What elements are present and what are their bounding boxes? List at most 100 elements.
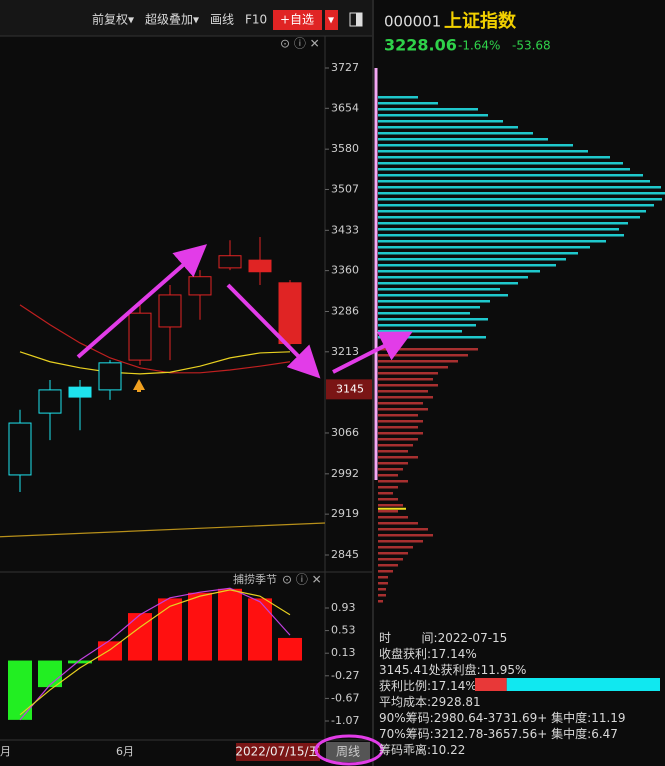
candle-body <box>98 362 122 391</box>
info-label: 时 间: <box>379 631 438 645</box>
y-tick-label: 2845 <box>331 548 359 561</box>
chip-bar <box>378 222 628 225</box>
candle-body <box>68 386 92 398</box>
chip-bar <box>378 102 438 105</box>
arrow <box>226 283 321 379</box>
chip-bar <box>378 522 418 525</box>
candle-body <box>128 312 152 361</box>
toolbar-item[interactable]: 超级叠加▾ <box>145 12 199 27</box>
quote-name: 上证指数 <box>444 10 517 32</box>
chip-bar <box>378 150 588 153</box>
toolbar-item[interactable]: 画线 <box>210 13 234 27</box>
chip-bar <box>378 510 398 513</box>
chip-bar <box>378 258 566 261</box>
cursor-price: 3145 <box>336 382 364 395</box>
add-button[interactable]: +自选 <box>280 13 314 27</box>
x-label: 月 <box>0 745 11 758</box>
pane-icons[interactable]: ⊙ ⓘ ✕ <box>280 37 320 51</box>
y-tick-label: 3286 <box>331 305 359 318</box>
candle-body <box>38 389 62 414</box>
indicator-bar <box>68 660 92 664</box>
y-tick-label: -1.07 <box>331 714 359 727</box>
indicator-bar <box>38 660 62 688</box>
chip-bar <box>378 228 619 231</box>
chip-bar <box>378 174 643 177</box>
info-label: 筹码乖离: <box>379 742 431 757</box>
y-tick-label: 3580 <box>331 142 359 155</box>
quote-change-pct: -1.64% <box>458 39 500 53</box>
y-tick-label: 2919 <box>331 507 359 520</box>
chip-bar <box>378 138 548 141</box>
chip-bar <box>378 294 508 297</box>
chip-bar <box>378 276 528 279</box>
chip-bar <box>378 348 478 351</box>
chip-bar <box>378 402 423 405</box>
indicator-bar <box>98 641 122 661</box>
quote-code: 000001 <box>384 13 441 31</box>
toolbar-item[interactable]: F10 <box>245 13 267 27</box>
chip-bar <box>378 558 403 561</box>
y-tick-label: 0.93 <box>331 601 356 614</box>
indicator-bar <box>188 592 212 661</box>
chip-bar <box>378 528 428 531</box>
chip-bar <box>378 330 462 333</box>
y-tick-label: -0.67 <box>331 691 359 704</box>
chip-bar <box>378 504 403 507</box>
chip-bar <box>378 408 428 411</box>
quote-price: 3228.06 <box>384 36 457 55</box>
chip-bar <box>378 594 386 597</box>
chip-bar <box>378 582 388 585</box>
add-button-bg[interactable] <box>273 10 322 30</box>
chip-bar <box>378 252 578 255</box>
info-label: 收盘获利: <box>379 646 431 661</box>
chip-bar <box>378 420 423 423</box>
info-value: 2980.64-3731.69+ 集中度:11.19 <box>434 710 626 725</box>
marks: 3727 3654 3580 3507 3433 3360 3286 3213 3066 2992… <box>0 61 665 757</box>
chip-bar <box>378 120 503 123</box>
chip-bar <box>378 492 393 495</box>
chip-bar <box>378 216 640 219</box>
chip-bar <box>378 552 408 555</box>
chip-bar <box>378 546 413 549</box>
y-tick-label: 3066 <box>331 426 359 439</box>
chip-bar <box>378 600 383 603</box>
chip-bar <box>378 432 423 435</box>
period-button-bg[interactable] <box>326 742 370 762</box>
pane-icons[interactable]: ⊙ ⓘ ✕ <box>282 573 322 587</box>
chip-bar <box>378 114 488 117</box>
info-label: 获利比例: <box>379 679 431 693</box>
candle-body <box>278 282 302 345</box>
chip-bar <box>378 108 478 111</box>
chip-bar <box>378 480 408 483</box>
candle-body <box>218 255 242 269</box>
chip-bar <box>378 390 428 393</box>
chip-bar <box>378 300 490 303</box>
period-button[interactable]: 周线 <box>336 745 360 759</box>
cursor-price-bg <box>326 379 372 400</box>
toolbar-item[interactable]: 前复权▾ <box>92 12 134 27</box>
ratio-rest <box>506 678 660 691</box>
chip-bar <box>378 282 518 285</box>
chip-bar <box>378 306 480 309</box>
dropdown-bg[interactable] <box>325 10 338 30</box>
info-value: 11.95% <box>481 663 527 677</box>
chip-bar <box>378 540 423 543</box>
ma-line <box>19 351 291 375</box>
dropdown[interactable]: ▾ <box>328 13 334 27</box>
info-value: 10.22 <box>431 743 465 757</box>
chip-bar <box>378 384 438 387</box>
info-value: 17.14% <box>431 679 477 693</box>
y-tick-label: 2992 <box>331 467 359 480</box>
chip-bar <box>378 486 398 489</box>
chip-bar <box>378 318 488 321</box>
info-value: 2928.81 <box>431 695 481 709</box>
chip-bar <box>378 396 433 399</box>
chip-bar <box>378 240 606 243</box>
chip-bar <box>378 312 470 315</box>
chip-bar <box>378 96 418 99</box>
chip-bar <box>378 186 661 189</box>
indicator-bar <box>128 613 152 661</box>
info-line: 90%筹码:2980.64-3731.69+ 集中度:11.19 <box>379 710 626 725</box>
info-value: 2022-07-15 <box>438 631 508 645</box>
chip-bar <box>378 588 386 591</box>
